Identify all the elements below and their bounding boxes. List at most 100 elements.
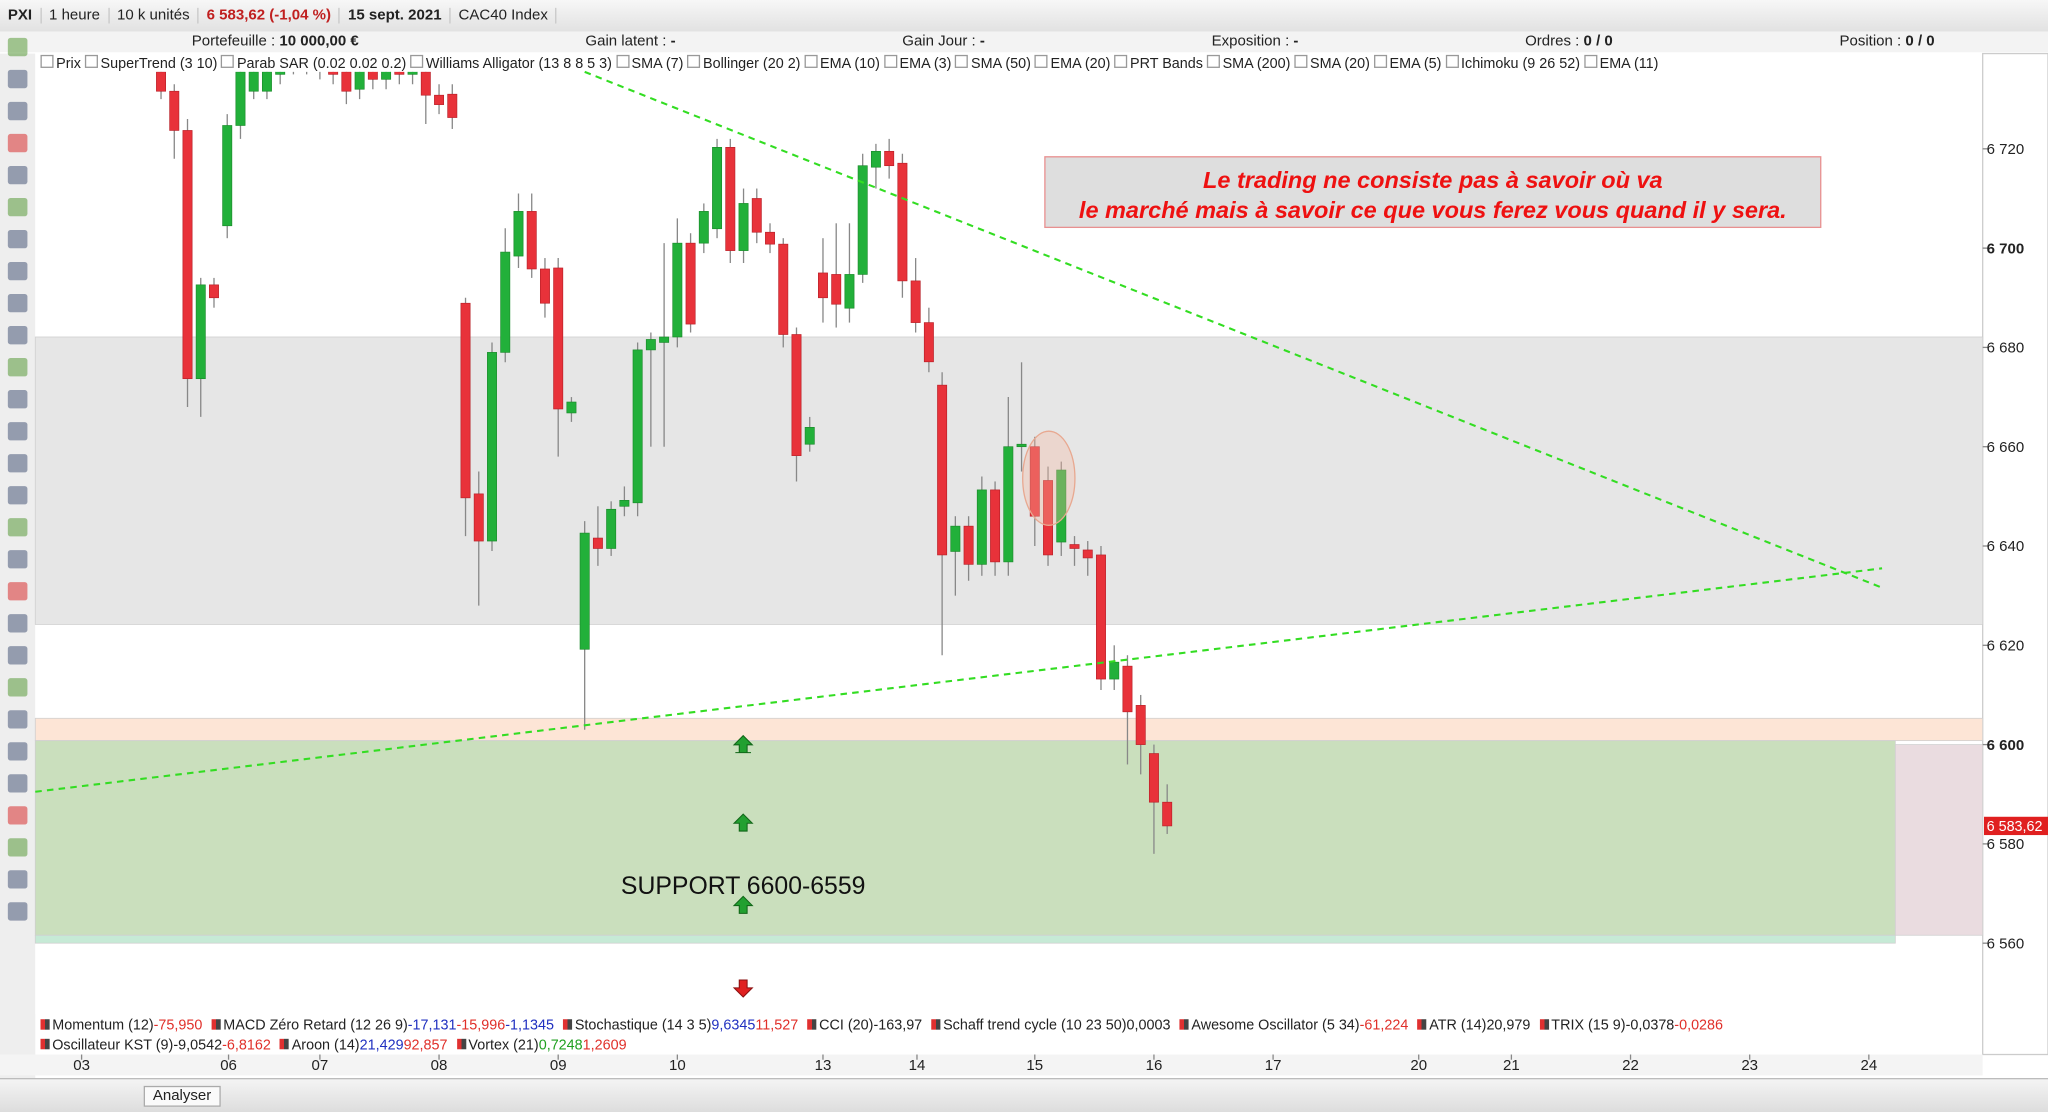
x-tick-label: 17 — [1265, 1057, 1282, 1074]
candle-body — [778, 243, 789, 335]
tool-icon[interactable] — [7, 229, 28, 249]
units[interactable]: 10 k unités — [109, 7, 199, 24]
tool-icon[interactable] — [7, 518, 28, 537]
tool-icon[interactable] — [7, 390, 28, 409]
tool-icon[interactable] — [7, 550, 28, 569]
tool-icon[interactable] — [7, 710, 28, 729]
x-tick-label: 07 — [312, 1057, 329, 1074]
tool-icon[interactable] — [7, 37, 28, 57]
indicator[interactable]: Awesome Oscillator (5 34)-61,224 — [1176, 1018, 1408, 1034]
tool-icon[interactable] — [7, 422, 28, 441]
overlay-item[interactable]: EMA (20) — [1031, 54, 1111, 72]
indicator[interactable]: Vortex (21)0,72481,2609 — [453, 1037, 627, 1054]
analyse-button[interactable]: Analyser — [143, 1085, 221, 1107]
timeframe[interactable]: 1 heure — [41, 7, 110, 24]
tool-icon[interactable] — [7, 902, 28, 921]
indicator-value: 1,2609 — [582, 1037, 627, 1054]
indicator[interactable]: Momentum (12)-75,950 — [37, 1018, 202, 1034]
y-tick-label: 6 660 — [1987, 439, 2025, 456]
tool-icon[interactable] — [7, 69, 28, 89]
candle-body — [513, 211, 524, 257]
overlay-item[interactable]: EMA (10) — [800, 54, 880, 72]
tool-icon[interactable] — [7, 614, 28, 633]
last-price-box — [1983, 816, 2048, 836]
indicator[interactable]: CCI (20)-163,97 — [803, 1018, 922, 1034]
signal-arrow — [732, 813, 754, 832]
indicator[interactable]: Oscillateur KST (9)-9,0542-6,8162 — [37, 1038, 271, 1054]
symbol[interactable]: PXI — [0, 7, 42, 24]
tool-icon[interactable] — [7, 294, 28, 313]
candle-body — [222, 125, 233, 227]
candle-body — [341, 71, 352, 92]
indicator-value: -0,0378 — [1625, 1017, 1675, 1034]
indicator-value: 11,527 — [755, 1017, 799, 1034]
candle-body — [261, 71, 272, 92]
indicator-value: -9,0542 — [173, 1037, 223, 1054]
indicator-value: 0,0003 — [1126, 1017, 1171, 1034]
indicator-row: Oscillateur KST (9)-9,0542-6,8162 Aroon (… — [37, 1036, 632, 1054]
overlay-item[interactable]: EMA (5) — [1370, 54, 1442, 72]
overlay-item[interactable]: Bollinger (20 2) — [683, 54, 800, 72]
info-value: 0 / 0 — [1905, 33, 1935, 50]
indicator[interactable]: Schaff trend cycle (10 23 50)0,0003 — [927, 1018, 1170, 1034]
tool-icon[interactable] — [7, 582, 28, 601]
tool-icon[interactable] — [7, 261, 28, 281]
overlay-item[interactable]: SMA (200) — [1203, 54, 1291, 72]
indicator[interactable]: Stochastique (14 3 5)9,634511,527 — [559, 1018, 798, 1034]
indicator[interactable]: ATR (14)20,979 — [1414, 1018, 1530, 1034]
candle-body — [1096, 554, 1106, 680]
indicator[interactable]: Aroon (14)21,42992,857 — [276, 1038, 448, 1054]
candle-body — [897, 162, 908, 282]
x-tick-label: 10 — [669, 1057, 686, 1074]
overlay-item[interactable]: SMA (20) — [1290, 54, 1370, 72]
indicator-name: Oscillateur KST (9) — [37, 1038, 173, 1054]
overlay-item[interactable]: Parab SAR (0.02 0.02 0.2) — [217, 54, 406, 72]
tool-icon[interactable] — [7, 870, 28, 889]
overlay-item[interactable]: SMA (50) — [951, 54, 1031, 72]
overlay-item[interactable]: SMA (7) — [612, 54, 684, 72]
indicator[interactable]: TRIX (15 9)-0,0378-0,0286 — [1536, 1018, 1723, 1034]
tool-icon[interactable] — [7, 454, 28, 473]
highlight-ellipse — [1022, 430, 1076, 526]
candle-body — [487, 352, 497, 542]
tool-icon[interactable] — [7, 133, 28, 153]
candle-body — [818, 272, 828, 299]
candle-body — [910, 280, 921, 323]
tool-icon[interactable] — [7, 197, 28, 217]
candle-body — [1135, 705, 1146, 745]
overlay-item[interactable]: Prix — [37, 54, 81, 72]
candle-body — [156, 71, 166, 92]
tool-icon[interactable] — [7, 165, 28, 185]
info-item: Ordres : 0 / 0 — [1525, 34, 1613, 50]
candle-body — [328, 71, 339, 75]
tool-icon[interactable] — [7, 326, 28, 345]
indicator-name: Stochastique (14 3 5) — [559, 1018, 712, 1034]
tool-icon[interactable] — [7, 486, 28, 505]
candle-body — [1082, 549, 1093, 559]
candle-body — [804, 427, 815, 445]
y-tick-label: 6 580 — [1987, 836, 2025, 853]
overlay-item[interactable]: Ichimoku (9 26 52) — [1441, 54, 1580, 72]
overlay-item[interactable]: SuperTrend (3 10) — [81, 54, 218, 72]
tool-icon[interactable] — [7, 838, 28, 857]
tool-icon[interactable] — [7, 806, 28, 825]
overlay-item[interactable]: EMA (3) — [880, 54, 952, 72]
candle-body — [976, 489, 987, 565]
tool-icon[interactable] — [7, 358, 28, 377]
y-axis-bg — [1982, 52, 2048, 1056]
indicator-value: 9,6345 — [711, 1017, 756, 1034]
overlay-item[interactable]: Williams Alligator (13 8 8 5 3) — [406, 54, 612, 72]
overlay-item[interactable]: PRT Bands — [1110, 54, 1203, 72]
candle-body — [235, 71, 246, 126]
tool-icon[interactable] — [7, 774, 28, 793]
candle-body — [209, 284, 219, 299]
tool-icon[interactable] — [7, 742, 28, 761]
indicator[interactable]: MACD Zéro Retard (12 26 9)-17,131-15,996… — [208, 1018, 554, 1034]
tool-icon[interactable] — [7, 101, 28, 121]
tool-icon[interactable] — [7, 646, 28, 665]
tool-icon[interactable] — [7, 678, 28, 697]
x-tick-label: 15 — [1026, 1057, 1043, 1074]
candle-body — [1109, 661, 1120, 680]
candle-body — [354, 71, 365, 90]
overlay-item[interactable]: EMA (11) — [1580, 54, 1659, 72]
